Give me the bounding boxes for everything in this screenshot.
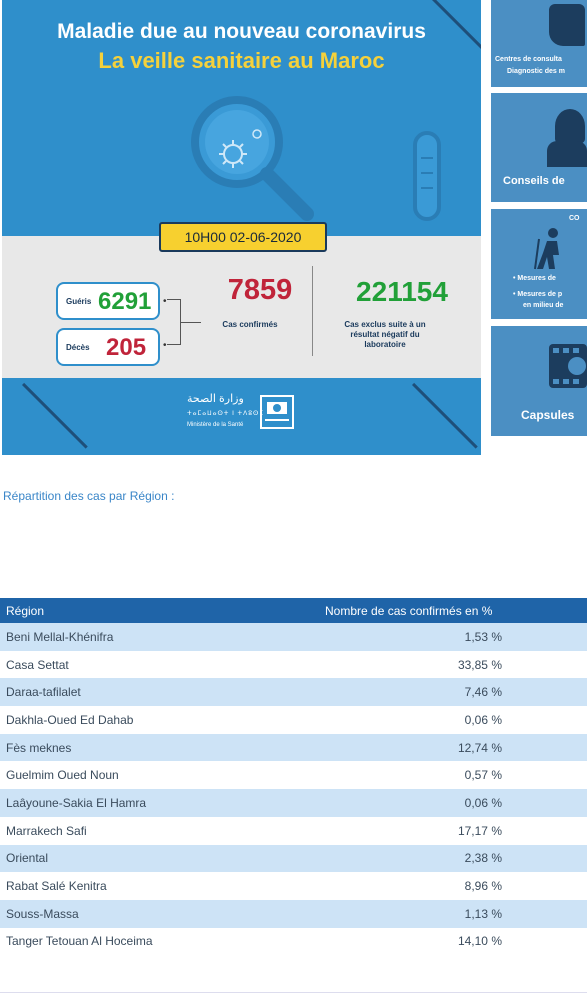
date-badge: 10H00 02-06-2020 xyxy=(159,222,327,252)
card1-line1: Centres de consulta xyxy=(495,56,562,63)
region-cell: Casa Settat xyxy=(6,657,69,672)
card1-line2: Diagnostic des m xyxy=(507,68,565,75)
region-table: Région Nombre de cas confirmés en % Beni… xyxy=(0,598,587,955)
card-consultation-centers[interactable]: Centres de consulta Diagnostic des m xyxy=(491,0,587,87)
doctor-body xyxy=(547,141,587,167)
table-row: Rabat Salé Kenitra 8,96 % xyxy=(0,872,587,900)
deaths-pill: Décès 205 xyxy=(56,328,160,366)
bracket-connector xyxy=(181,322,201,323)
table-row: Fès meknes 12,74 % xyxy=(0,733,587,762)
table-row: Casa Settat 33,85 % xyxy=(0,651,587,679)
table-row: Laâyoune-Sakia El Hamra 0,06 % xyxy=(0,789,587,817)
percent-cell: 0,06 % xyxy=(464,712,502,727)
region-cell: Daraa-tafilalet xyxy=(6,685,81,700)
percent-cell: 0,57 % xyxy=(464,768,502,783)
table-row: Marrakech Safi 17,17 % xyxy=(0,817,587,845)
region-cell: Marrakech Safi xyxy=(6,823,87,838)
table-row: Tanger Tetouan Al Hoceima 14,10 % xyxy=(0,928,587,956)
ministry-name-ar: وزارة الصحة xyxy=(187,393,244,405)
table-row: Beni Mellal-Khénifra 1,53 % xyxy=(0,623,587,651)
table-row: Daraa-tafilalet 7,46 % xyxy=(0,678,587,707)
region-cell: Fès meknes xyxy=(6,740,72,755)
card3-line1: • Mesures de xyxy=(513,275,556,282)
card-capsules[interactable]: Capsules xyxy=(491,326,587,436)
confirmed-label: Cas confirmés xyxy=(222,320,278,329)
stats-panel: Guéris 6291 Décès 205 • • 7859 Cas confi… xyxy=(2,236,481,378)
test-tube-icon xyxy=(413,131,441,221)
percent-cell: 1,13 % xyxy=(464,906,502,921)
percent-cell: 0,06 % xyxy=(464,795,502,810)
region-cell: Tanger Tetouan Al Hoceima xyxy=(6,934,153,949)
deaths-count: 205 xyxy=(106,334,147,361)
decorative-line xyxy=(412,382,478,449)
ministry-logo-icon xyxy=(260,395,294,429)
header-percent: Nombre de cas confirmés en % xyxy=(325,603,493,618)
header-region: Région xyxy=(6,603,45,618)
map-icon xyxy=(549,4,585,46)
confirmed-count: 7859 xyxy=(227,274,293,306)
connector-dot: • xyxy=(163,340,167,351)
bracket-connector xyxy=(167,299,181,345)
excluded-label: Cas exclus suite à un résultat négatif d… xyxy=(344,320,426,349)
recovered-count: 6291 xyxy=(98,288,152,315)
region-cell: Guelmim Oued Noun xyxy=(6,768,119,783)
region-cell: Beni Mellal-Khénifra xyxy=(6,629,114,644)
table-row: Souss-Massa 1,13 % xyxy=(0,899,587,928)
percent-cell: 17,17 % xyxy=(457,823,502,838)
region-cell: Oriental xyxy=(6,851,49,866)
card-measures[interactable]: CO • Mesures de • Mesures de p en milieu… xyxy=(491,209,587,319)
magnifier-virus-icon xyxy=(191,96,314,221)
card-advice[interactable]: Conseils de xyxy=(491,93,587,202)
percent-cell: 7,46 % xyxy=(464,685,502,700)
film-reel-icon xyxy=(549,344,587,388)
divider xyxy=(312,266,313,356)
region-cell: Laâyoune-Sakia El Hamra xyxy=(6,795,147,810)
region-cell: Rabat Salé Kenitra xyxy=(6,879,107,894)
region-cell: Dakhla-Oued Ed Dahab xyxy=(6,712,134,727)
table-row: Oriental 2,38 % xyxy=(0,844,587,873)
deaths-label: Décès xyxy=(66,343,90,352)
recovered-pill: Guéris 6291 xyxy=(56,282,160,320)
recovered-label: Guéris xyxy=(66,297,92,306)
excluded-count: 221154 xyxy=(356,276,448,307)
ministry-name-fr: Ministère de la Santé xyxy=(187,422,244,428)
ministry-logo: وزارة الصحة ⵜⴰⵎⴰⵡⴰⵙⵜ ⵏ ⵜⴷⵓⵙⵉ Ministère d… xyxy=(187,392,302,438)
region-distribution-intro: Répartition des cas par Région : xyxy=(3,489,175,503)
card3-title: CO xyxy=(569,215,580,222)
banner-title: Maladie due au nouveau coronavirus xyxy=(57,20,426,43)
table-header: Région Nombre de cas confirmés en % xyxy=(0,598,587,623)
decorative-line xyxy=(22,382,88,449)
table-row: Guelmim Oued Noun 0,57 % xyxy=(0,761,587,789)
region-cell: Souss-Massa xyxy=(6,906,79,921)
percent-cell: 2,38 % xyxy=(464,851,502,866)
card3-line2: • Mesures de p xyxy=(513,291,563,298)
card2-label: Conseils de xyxy=(503,175,565,187)
percent-cell: 1,53 % xyxy=(464,629,502,644)
card4-label: Capsules xyxy=(521,408,575,422)
percent-cell: 14,10 % xyxy=(457,934,502,949)
connector-dot: • xyxy=(163,296,167,307)
percent-cell: 8,96 % xyxy=(464,879,502,894)
covid-infographic-banner[interactable]: Maladie due au nouveau coronavirus La ve… xyxy=(2,0,481,455)
ministry-name-tifinagh: ⵜⴰⵎⴰⵡⴰⵙⵜ ⵏ ⵜⴷⵓⵙⵉ xyxy=(187,411,265,417)
card3-line3: en milieu de xyxy=(523,302,564,309)
table-row: Dakhla-Oued Ed Dahab 0,06 % xyxy=(0,706,587,734)
hiker-icon xyxy=(534,228,559,270)
banner-subtitle: La veille sanitaire au Maroc xyxy=(98,48,385,73)
doctor-icon xyxy=(555,109,585,143)
percent-cell: 33,85 % xyxy=(457,657,502,672)
divider xyxy=(0,992,587,993)
percent-cell: 12,74 % xyxy=(457,740,502,755)
